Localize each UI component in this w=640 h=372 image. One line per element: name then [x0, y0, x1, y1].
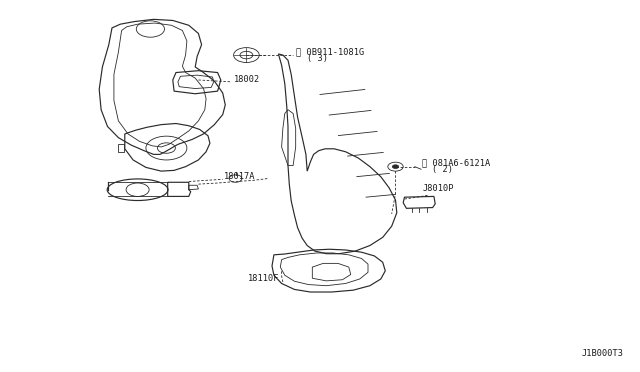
Text: 18002: 18002 [234, 76, 260, 84]
Text: ( 2): ( 2) [432, 165, 453, 174]
Text: Ⓑ 081A6-6121A: Ⓑ 081A6-6121A [422, 158, 491, 167]
Circle shape [392, 165, 399, 169]
Text: Ⓑ 0B911-1081G: Ⓑ 0B911-1081G [296, 47, 364, 56]
Text: J8010P: J8010P [422, 185, 454, 193]
Text: ( 3): ( 3) [307, 54, 328, 63]
Text: 18017A: 18017A [224, 172, 255, 181]
Text: 18110F: 18110F [248, 274, 280, 283]
Text: J1B000T3: J1B000T3 [582, 349, 624, 358]
